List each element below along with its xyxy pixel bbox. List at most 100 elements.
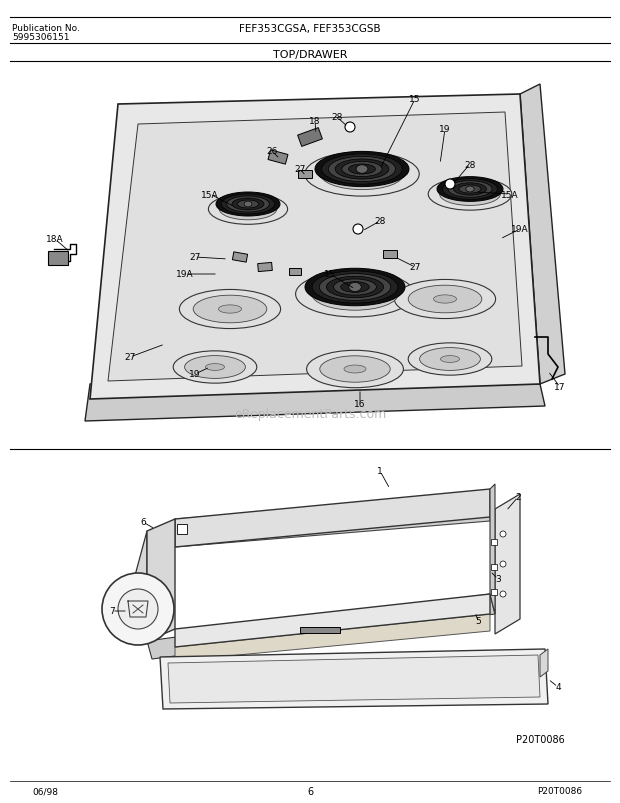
Ellipse shape <box>342 290 368 300</box>
Circle shape <box>500 561 506 567</box>
Text: 15: 15 <box>324 270 336 279</box>
Text: 15: 15 <box>409 96 421 104</box>
Text: eReplacementParts.com: eReplacementParts.com <box>234 408 386 421</box>
Ellipse shape <box>315 153 409 187</box>
Ellipse shape <box>437 177 503 202</box>
Text: FEF353CGSA, FEF353CGSB: FEF353CGSA, FEF353CGSB <box>239 24 381 34</box>
Ellipse shape <box>329 157 396 182</box>
Bar <box>383 251 397 259</box>
Ellipse shape <box>321 159 404 190</box>
Polygon shape <box>90 95 540 400</box>
Ellipse shape <box>335 160 389 180</box>
Ellipse shape <box>348 283 361 292</box>
Ellipse shape <box>342 162 382 177</box>
Circle shape <box>500 532 506 537</box>
Polygon shape <box>520 85 565 385</box>
Ellipse shape <box>221 195 275 214</box>
Ellipse shape <box>443 179 497 200</box>
Polygon shape <box>147 594 495 659</box>
Polygon shape <box>540 649 548 677</box>
Text: P20T0086: P20T0086 <box>538 786 583 796</box>
Text: 19A: 19A <box>176 270 194 279</box>
Ellipse shape <box>348 165 376 175</box>
Polygon shape <box>495 495 520 634</box>
Ellipse shape <box>227 197 269 213</box>
Ellipse shape <box>440 183 500 206</box>
Bar <box>491 565 497 570</box>
Bar <box>300 627 340 634</box>
Ellipse shape <box>440 357 459 363</box>
Bar <box>232 252 247 263</box>
Ellipse shape <box>320 357 390 383</box>
Ellipse shape <box>356 165 368 174</box>
Text: 26: 26 <box>267 147 278 157</box>
Ellipse shape <box>459 185 481 194</box>
Ellipse shape <box>305 269 405 307</box>
Text: 17: 17 <box>554 383 565 392</box>
Polygon shape <box>175 495 490 548</box>
Ellipse shape <box>185 357 246 379</box>
Circle shape <box>118 589 158 630</box>
Ellipse shape <box>408 286 482 313</box>
Text: P20T0086: P20T0086 <box>516 734 564 744</box>
Ellipse shape <box>193 296 267 324</box>
Bar <box>177 524 187 534</box>
Text: 27: 27 <box>125 353 136 362</box>
Ellipse shape <box>179 290 281 329</box>
Text: TOP/DRAWER: TOP/DRAWER <box>273 50 347 60</box>
Text: 5: 5 <box>475 617 481 626</box>
Polygon shape <box>147 520 175 642</box>
Bar <box>298 171 312 179</box>
Text: 1: 1 <box>377 467 383 476</box>
Ellipse shape <box>173 352 257 384</box>
Polygon shape <box>168 655 540 703</box>
Polygon shape <box>85 385 545 422</box>
Ellipse shape <box>208 194 288 225</box>
Ellipse shape <box>312 279 398 311</box>
Text: 06/98: 06/98 <box>32 786 58 796</box>
Ellipse shape <box>322 155 402 185</box>
Text: 28: 28 <box>331 113 343 122</box>
Polygon shape <box>175 614 490 661</box>
Ellipse shape <box>244 202 252 208</box>
Text: 18A: 18A <box>46 235 64 244</box>
Polygon shape <box>490 484 495 614</box>
Ellipse shape <box>216 193 280 217</box>
Ellipse shape <box>349 170 375 179</box>
Ellipse shape <box>453 184 487 196</box>
Ellipse shape <box>305 153 419 197</box>
Ellipse shape <box>326 277 384 299</box>
Circle shape <box>500 591 506 597</box>
Ellipse shape <box>219 199 277 221</box>
Text: 18: 18 <box>309 117 321 126</box>
Ellipse shape <box>334 279 376 296</box>
Bar <box>258 263 272 272</box>
Text: 3: 3 <box>495 575 501 584</box>
Ellipse shape <box>237 201 259 209</box>
Ellipse shape <box>344 365 366 373</box>
Ellipse shape <box>466 187 474 193</box>
Polygon shape <box>175 489 490 548</box>
Bar <box>298 128 322 147</box>
Ellipse shape <box>205 364 224 371</box>
Ellipse shape <box>239 206 257 213</box>
Text: 4: 4 <box>555 683 561 691</box>
Ellipse shape <box>394 280 495 319</box>
Polygon shape <box>130 532 147 604</box>
Bar <box>491 589 497 595</box>
Text: 15A: 15A <box>501 190 519 199</box>
Ellipse shape <box>296 271 414 317</box>
Ellipse shape <box>319 275 391 301</box>
Text: 28: 28 <box>464 161 476 169</box>
Text: 27: 27 <box>409 263 421 272</box>
Text: 5995306151: 5995306151 <box>12 33 69 42</box>
Polygon shape <box>160 649 548 709</box>
Ellipse shape <box>218 305 242 314</box>
Text: 7: 7 <box>109 607 115 616</box>
Bar <box>268 151 288 165</box>
Ellipse shape <box>461 191 479 198</box>
Bar <box>48 251 68 266</box>
Circle shape <box>102 573 174 645</box>
Text: 16: 16 <box>354 400 366 409</box>
Text: 15A: 15A <box>201 190 219 199</box>
